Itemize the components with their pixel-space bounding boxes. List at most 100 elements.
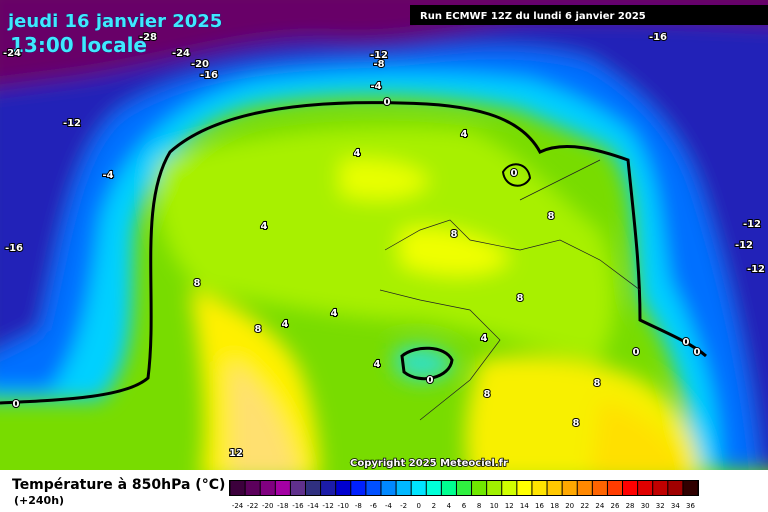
colorbar-label: -20 [262,502,273,510]
color-swatch [290,481,305,495]
colorbar-label: 22 [580,502,589,510]
color-swatch [683,481,698,495]
contour-labels: -28-24-20-16-24 -12-8-40-16-12-4-16440488… [2,31,766,460]
colorbar-label: 2 [432,502,436,510]
contour-label: -24 [3,48,21,59]
contour-label: 4 [481,333,488,344]
contour-label: -16 [5,243,23,254]
copyright: Copyright 2025 Meteociel.fr [350,458,508,469]
contour-label: 8 [573,418,580,429]
color-swatch [592,481,607,495]
colorbar: -24 -22 -20 -18 -16 -14 -12 -10 -8 -6 -4 -2 0 2 4 6 8 10 1… [230,481,698,510]
color-swatch [245,481,260,495]
colorbar-label: 8 [477,502,481,510]
contour-label: -28 [139,32,157,43]
colorbar-label: -2 [400,502,407,510]
color-swatch [456,481,472,495]
color-swatch [472,481,487,495]
colorbar-label: 24 [595,502,604,510]
contour-label: 0 [633,347,640,358]
contour-label: -4 [102,170,113,181]
contour-label: 0 [683,337,690,348]
colorbar-label: 4 [447,502,452,510]
contour-label: 8 [451,229,458,240]
contour-label: 4 [331,308,338,319]
color-swatch [260,481,275,495]
contour-label: 8 [517,293,524,304]
colorbar-label: 16 [535,502,544,510]
colorbar-label: -4 [385,502,393,510]
color-swatch [351,481,366,495]
colorbar-label: -16 [292,502,304,510]
color-swatch [230,481,245,495]
color-swatch [668,481,683,495]
color-swatch [577,481,592,495]
colorbar-label: -12 [322,502,333,510]
colorbar-label: 20 [565,502,574,510]
contour-label: -16 [649,32,667,43]
colorbar-label: 10 [490,502,499,510]
colorbar-label: 36 [686,502,695,510]
contour-label: 0 [427,375,434,386]
colorbar-label: 6 [462,502,467,510]
color-swatch [653,481,668,495]
forecast-time: 13:00 locale [10,33,147,57]
contour-label: 12 [229,448,243,459]
contour-label: -20 [191,59,209,70]
forecast-date: jeudi 16 janvier 2025 [7,11,222,32]
run-banner [410,5,768,25]
contour-label: -4 [370,81,381,92]
contour-label: 4 [354,148,361,159]
color-swatch [381,481,396,495]
color-swatch [426,481,441,495]
contour-label: 8 [484,389,491,400]
contour-label: -16 [200,70,218,81]
color-swatch [441,481,456,495]
colorbar-label: -10 [338,502,349,510]
contour-label: -12 [747,264,765,275]
contour-label: 4 [374,359,381,370]
contour-label: -12 [743,219,761,230]
contour-label: 0 [511,168,518,179]
colorbar-label: -18 [277,502,288,510]
color-swatch [366,481,381,495]
colorbar-label: 18 [550,502,559,510]
color-swatch [487,481,502,495]
contour-label: 8 [194,278,201,289]
colorbar-label: 30 [641,502,650,510]
contour-label: 8 [548,211,555,222]
colorbar-label: 12 [505,502,514,510]
contour-label: -12 [735,240,753,251]
legend-title: Température à 850hPa (°C) [12,477,225,493]
color-swatch [517,481,532,495]
colorbar-label: 34 [671,502,680,510]
color-swatch [532,481,547,495]
contour-label: 0 [13,399,20,410]
contour-label: 8 [255,324,262,335]
color-swatch [396,481,411,495]
colorbar-label: -6 [370,502,378,510]
contour-label: -8 [373,59,384,70]
color-swatch [275,481,290,495]
color-swatch [336,481,351,495]
colorbar-label: -14 [307,502,319,510]
contour-label: 8 [594,378,601,389]
color-swatch [562,481,577,495]
contour-label: -12 [370,50,388,61]
contour-label: -12 [63,118,81,129]
contour-label: 0 [694,347,701,358]
color-swatch [623,481,638,495]
colorbar-label: 28 [626,502,635,510]
contour-label: -24 [172,48,190,59]
colorbar-label: 0 [416,502,420,510]
color-swatch [305,481,321,495]
colorbar-label: 32 [656,502,665,510]
color-swatch [502,481,517,495]
lead-time: (+240h) [14,494,64,507]
color-swatch [547,481,562,495]
color-swatch [321,481,336,495]
colorbar-label: -22 [247,502,258,510]
color-swatch [607,481,623,495]
contour-label: 0 [384,97,391,108]
